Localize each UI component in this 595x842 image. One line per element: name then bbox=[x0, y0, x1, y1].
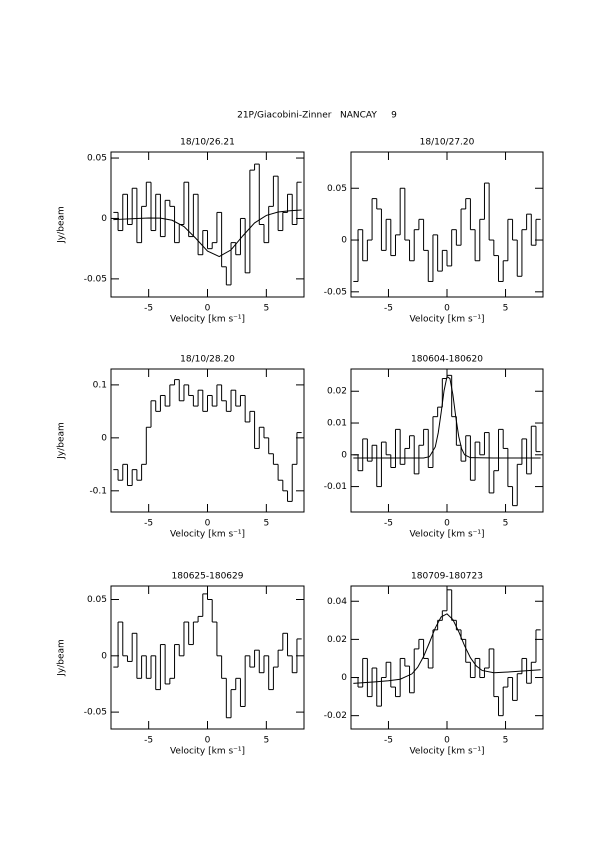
y-tick-label: 0 bbox=[101, 214, 107, 224]
x-tick-label: 5 bbox=[503, 519, 509, 529]
y-tick-label: -0.1 bbox=[89, 486, 107, 496]
y-tick-label: 0.01 bbox=[327, 419, 347, 429]
x-tick-label: 5 bbox=[263, 304, 269, 314]
y-tick-label: -0.01 bbox=[324, 482, 347, 492]
y-tick-label: 0.04 bbox=[327, 597, 347, 607]
y-tick-label: -0.05 bbox=[324, 287, 347, 297]
x-axis-label: Velocity [km s⁻¹] bbox=[170, 315, 245, 325]
x-tick-label: 5 bbox=[503, 304, 509, 314]
panel-title: 180625-180629 bbox=[172, 572, 244, 582]
y-tick-label: 0.05 bbox=[87, 595, 107, 605]
x-tick-label: -5 bbox=[144, 304, 153, 314]
y-tick-label: -0.05 bbox=[84, 708, 107, 718]
x-tick-label: 0 bbox=[444, 304, 450, 314]
x-tick-label: 0 bbox=[205, 304, 211, 314]
x-axis-label: Velocity [km s⁻¹] bbox=[409, 530, 484, 540]
figure-title: 21P/Giacobini-Zinner NANCAY 9 bbox=[237, 111, 397, 121]
spectrum-riser bbox=[357, 375, 537, 506]
x-tick-label: -5 bbox=[384, 519, 393, 529]
y-tick-label: 0 bbox=[101, 433, 107, 443]
y-tick-label: 0 bbox=[101, 651, 107, 661]
fit-curve bbox=[113, 209, 302, 258]
y-tick-label: -0.05 bbox=[84, 274, 107, 284]
x-axis-label: Velocity [km s⁻¹] bbox=[409, 747, 484, 757]
panel-title: 180604-180620 bbox=[411, 355, 483, 365]
spectrum-riser bbox=[357, 183, 537, 282]
x-tick-label: 0 bbox=[205, 519, 211, 529]
y-tick-label: 0.02 bbox=[327, 635, 347, 645]
y-tick-label: 0 bbox=[341, 450, 347, 460]
x-tick-label: 5 bbox=[263, 736, 269, 746]
x-tick-label: -5 bbox=[144, 736, 153, 746]
x-tick-label: -5 bbox=[384, 736, 393, 746]
spectrum-riser bbox=[117, 164, 298, 285]
panel-title: 18/10/28.20 bbox=[180, 355, 235, 365]
y-tick-label: 0 bbox=[341, 673, 347, 683]
x-tick-label: 0 bbox=[205, 736, 211, 746]
y-tick-label: 0 bbox=[341, 236, 347, 246]
x-tick-label: 0 bbox=[444, 736, 450, 746]
y-tick-label: 0.1 bbox=[93, 380, 107, 390]
panel-title: 18/10/26.21 bbox=[180, 138, 235, 148]
y-tick-label: 0.05 bbox=[87, 154, 107, 164]
y-axis-label: Jy/beam bbox=[57, 639, 67, 677]
x-tick-label: -5 bbox=[384, 304, 393, 314]
x-axis-label: Velocity [km s⁻¹] bbox=[170, 747, 245, 757]
x-tick-label: 5 bbox=[263, 519, 269, 529]
fit-curve bbox=[353, 613, 541, 684]
y-tick-label: -0.02 bbox=[324, 711, 347, 721]
x-axis-label: Velocity [km s⁻¹] bbox=[170, 530, 245, 540]
x-tick-label: -5 bbox=[144, 519, 153, 529]
spectrum-riser bbox=[117, 593, 298, 718]
y-axis-label: Jy/beam bbox=[57, 206, 67, 244]
x-tick-label: 0 bbox=[444, 519, 450, 529]
y-tick-label: 0.02 bbox=[327, 387, 347, 397]
spectrum-riser bbox=[117, 379, 298, 502]
fit-curve bbox=[353, 375, 541, 459]
x-tick-label: 5 bbox=[503, 736, 509, 746]
spectrum-riser bbox=[357, 589, 537, 716]
panel-title: 18/10/27.20 bbox=[420, 138, 475, 148]
panel-title: 180709-180723 bbox=[411, 572, 483, 582]
x-axis-label: Velocity [km s⁻¹] bbox=[409, 315, 484, 325]
y-axis-label: Jy/beam bbox=[57, 422, 67, 460]
y-tick-label: 0.05 bbox=[327, 184, 347, 194]
